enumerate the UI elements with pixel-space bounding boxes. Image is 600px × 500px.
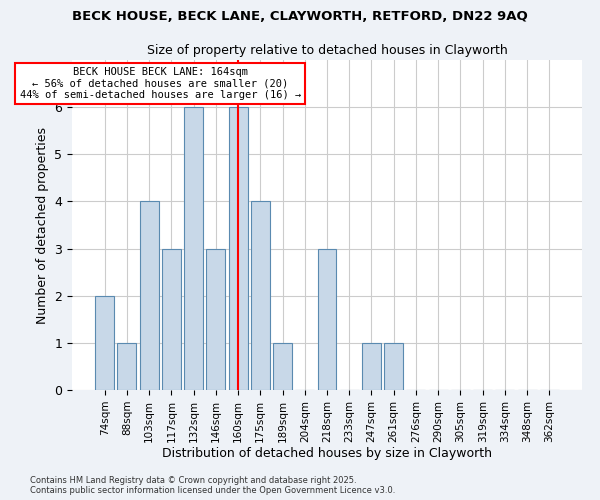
- Bar: [162, 248, 181, 390]
- Text: BECK HOUSE BECK LANE: 164sqm
← 56% of detached houses are smaller (20)
44% of se: BECK HOUSE BECK LANE: 164sqm ← 56% of de…: [20, 67, 301, 100]
- Bar: [118, 343, 136, 390]
- X-axis label: Distribution of detached houses by size in Clayworth: Distribution of detached houses by size …: [162, 448, 492, 460]
- Bar: [140, 202, 158, 390]
- Bar: [362, 343, 381, 390]
- Bar: [184, 107, 203, 390]
- Bar: [273, 343, 292, 390]
- Bar: [206, 248, 225, 390]
- Text: Contains HM Land Registry data © Crown copyright and database right 2025.
Contai: Contains HM Land Registry data © Crown c…: [30, 476, 395, 495]
- Title: Size of property relative to detached houses in Clayworth: Size of property relative to detached ho…: [146, 44, 508, 58]
- Bar: [317, 248, 337, 390]
- Y-axis label: Number of detached properties: Number of detached properties: [36, 126, 49, 324]
- Bar: [95, 296, 114, 390]
- Bar: [384, 343, 403, 390]
- Text: BECK HOUSE, BECK LANE, CLAYWORTH, RETFORD, DN22 9AQ: BECK HOUSE, BECK LANE, CLAYWORTH, RETFOR…: [72, 10, 528, 23]
- Bar: [229, 107, 248, 390]
- Bar: [251, 202, 270, 390]
